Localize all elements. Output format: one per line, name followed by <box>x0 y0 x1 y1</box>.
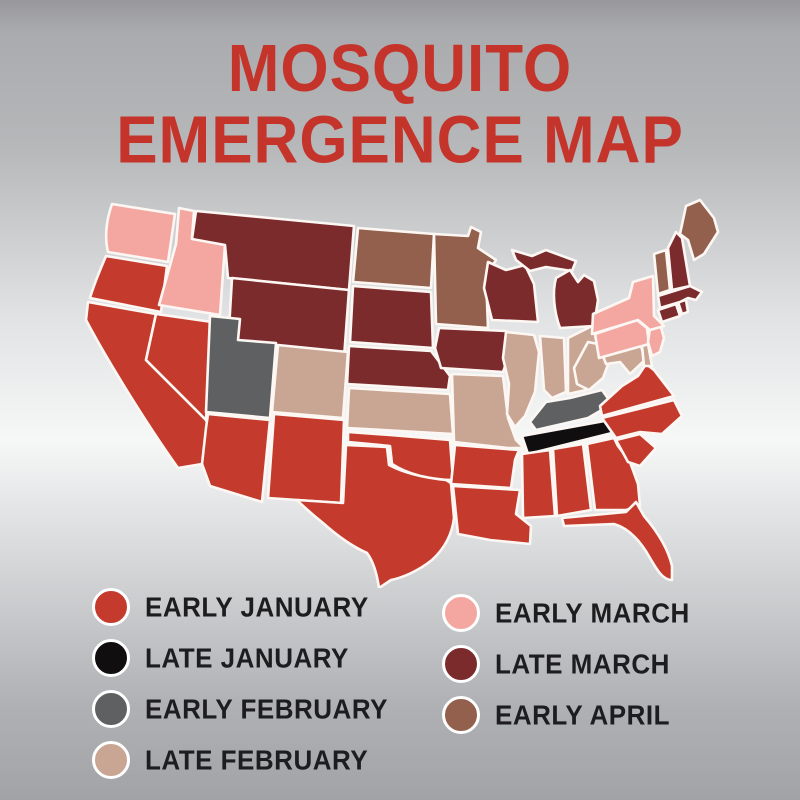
state-mt <box>190 209 356 292</box>
state-id <box>157 206 227 317</box>
state-me <box>678 198 720 262</box>
legend-column-right: EARLY MARCH LATE MARCH EARLY APRIL <box>442 588 722 779</box>
state-ne <box>345 344 452 392</box>
state-in <box>538 334 568 400</box>
legend-label-late-january: LATE JANUARY <box>145 641 349 674</box>
legend-item-late-february: LATE FEBRUARY <box>92 741 422 779</box>
state-nc <box>600 398 684 440</box>
legend-swatch-early-february <box>92 690 130 728</box>
legend-swatch-early-march <box>442 594 480 632</box>
title-line-1: MOSQUITO <box>227 31 573 107</box>
title-line-2: EMERGENCE MAP <box>116 103 684 178</box>
state-il <box>501 330 541 429</box>
legend-label-early-march: EARLY MARCH <box>495 596 690 629</box>
state-vt <box>652 248 672 296</box>
legend-swatch-early-april <box>442 696 480 734</box>
state-ma <box>656 284 704 310</box>
legend-swatch-early-january <box>92 588 130 626</box>
state-nm <box>266 412 346 505</box>
legend-item-early-january: EARLY JANUARY <box>92 588 422 626</box>
state-co <box>270 343 350 420</box>
legend-item-early-april: EARLY APRIL <box>442 696 722 734</box>
state-wi <box>482 260 540 324</box>
state-ny <box>590 274 666 336</box>
legend-swatch-late-march <box>442 645 480 683</box>
state-mo <box>450 372 526 450</box>
state-ks <box>345 386 455 436</box>
state-ia <box>433 326 513 374</box>
state-sd <box>348 284 435 350</box>
state-ut <box>204 314 278 420</box>
legend-swatch-late-january <box>92 639 130 677</box>
legend-label-late-february: LATE FEBRUARY <box>145 743 369 776</box>
legend-label-late-march: LATE MARCH <box>495 647 670 680</box>
state-sc <box>614 432 658 468</box>
state-wa <box>104 202 177 264</box>
state-la <box>451 484 533 546</box>
us-map <box>82 188 722 588</box>
state-mi <box>552 268 600 330</box>
legend-label-early-february: EARLY FEBRUARY <box>145 692 388 725</box>
legend-label-early-january: EARLY JANUARY <box>145 590 369 623</box>
state-ky <box>528 388 614 432</box>
legend: EARLY JANUARY LATE JANUARY EARLY FEBRUARY L… <box>92 588 732 779</box>
state-az <box>200 412 272 504</box>
state-or <box>88 254 169 314</box>
state-ms <box>520 448 557 520</box>
state-nd <box>351 226 436 290</box>
state-ar <box>449 443 521 490</box>
legend-column-left: EARLY JANUARY LATE JANUARY EARLY FEBRUARY L… <box>92 588 422 779</box>
legend-label-early-april: EARLY APRIL <box>495 698 671 731</box>
state-mn <box>432 225 498 330</box>
state-al <box>551 442 593 518</box>
us-map-svg <box>84 198 720 588</box>
state-nh <box>666 230 692 292</box>
legend-item-late-january: LATE JANUARY <box>92 639 422 677</box>
page-title: MOSQUITO EMERGENCE MAP <box>0 31 800 178</box>
legend-item-early-february: EARLY FEBRUARY <box>92 690 422 728</box>
state-fl <box>560 500 674 582</box>
legend-item-late-march: LATE MARCH <box>442 645 722 683</box>
state-tx <box>295 443 456 588</box>
legend-swatch-late-february <box>92 741 130 779</box>
legend-item-early-march: EARLY MARCH <box>442 594 722 632</box>
